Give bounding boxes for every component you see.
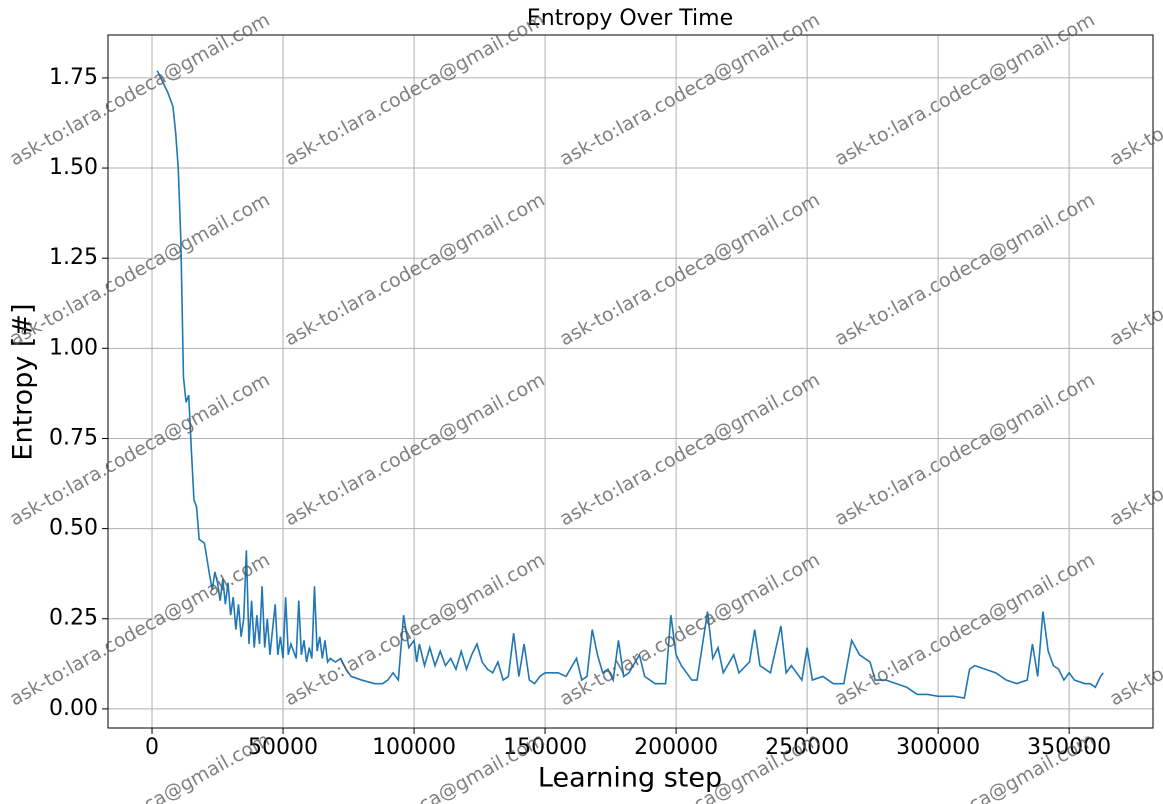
x-tick-label: 350000 — [1027, 735, 1111, 760]
y-tick-label: 0.50 — [49, 516, 98, 541]
data-line — [156, 70, 1104, 699]
x-tick-label: 0 — [145, 735, 159, 760]
watermark: ask-to:lara.codeca@gmail.com — [1106, 369, 1163, 531]
watermark: ask-to:lara.codeca@gmail.com — [281, 9, 548, 171]
y-tick-label: 0.25 — [49, 606, 98, 631]
x-tick-label: 150000 — [503, 735, 587, 760]
plot-frame — [107, 34, 1154, 729]
watermark: ask-to:lara.codeca@gmail.com — [281, 189, 548, 351]
watermark: ask-to:lara.codeca@gmail.com — [831, 189, 1098, 351]
watermark: ask-to:lara.codeca@gmail.com — [1106, 549, 1163, 711]
y-axis-label: Entropy [#] — [8, 303, 39, 460]
watermark: ask-to:lara.codeca@gmail.com — [556, 549, 823, 711]
x-tick-label: 100000 — [372, 735, 456, 760]
y-tick-label: 1.25 — [49, 245, 98, 270]
y-tick-label: 0.00 — [49, 696, 98, 721]
x-tick-label: 200000 — [634, 735, 718, 760]
watermark: ask-to:lara.codeca@gmail.com — [6, 549, 273, 711]
watermark: ask-to:lara.codeca@gmail.com — [556, 369, 823, 531]
x-tick-label: 250000 — [765, 735, 849, 760]
watermark: ask-to:lara.codeca@gmail.com — [1106, 9, 1163, 171]
watermark: ask-to:lara.codeca@gmail.com — [1106, 189, 1163, 351]
watermark: ask-to:lara.codeca@gmail.com — [556, 9, 823, 171]
watermark: ask-to:lara.codeca@gmail.com — [1106, 729, 1163, 804]
watermark: ask-to:lara.codeca@gmail.com — [6, 189, 273, 351]
watermark: ask-to:lara.codeca@gmail.com — [281, 549, 548, 711]
x-tick-label: 50000 — [248, 735, 318, 760]
y-tick-label: 1.50 — [49, 155, 98, 180]
watermark: ask-to:lara.codeca@gmail.com — [6, 729, 273, 804]
x-tick-label: 300000 — [896, 735, 980, 760]
watermark: ask-to:lara.codeca@gmail.com — [6, 9, 273, 171]
watermark: ask-to:lara.codeca@gmail.com — [6, 369, 273, 531]
watermark: ask-to:lara.codeca@gmail.com — [831, 549, 1098, 711]
watermark: ask-to:lara.codeca@gmail.com — [831, 369, 1098, 531]
y-tick-label: 1.75 — [49, 65, 98, 90]
watermark: ask-to:lara.codeca@gmail.com — [831, 9, 1098, 171]
watermark: ask-to:lara.codeca@gmail.com — [556, 189, 823, 351]
y-tick-label: 0.75 — [49, 425, 98, 450]
chart-title: Entropy Over Time — [527, 6, 733, 31]
x-axis-label: Learning step — [538, 763, 722, 794]
y-tick-label: 1.00 — [49, 335, 98, 360]
watermark: ask-to:lara.codeca@gmail.com — [281, 369, 548, 531]
